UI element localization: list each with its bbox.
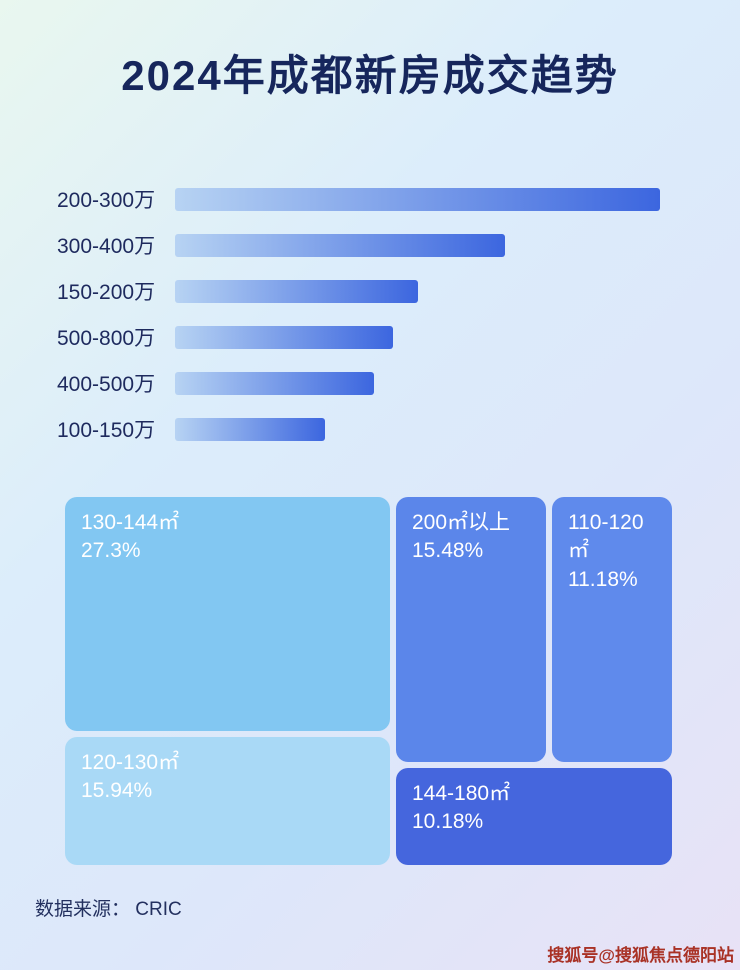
treemap-label: 120-130㎡ (81, 751, 180, 774)
data-source: 数据来源： CRIC (35, 899, 182, 920)
treemap-value: 11.18% (568, 567, 638, 591)
bar (175, 187, 660, 211)
treemap-block-144-180: 144-180㎡ 10.18% (396, 768, 672, 865)
watermark: 搜狐号@搜狐焦点德阳站 (547, 946, 734, 965)
bar (175, 233, 505, 257)
bar-category-label: 500-800万 (57, 327, 156, 350)
area-share-treemap: 130-144㎡ 27.3% 120-130㎡ 15.94% 200㎡以上 15… (65, 497, 672, 865)
bar-category-label: 150-200万 (57, 281, 156, 304)
treemap-label: 200㎡以上 (412, 511, 511, 534)
treemap-value: 15.94% (81, 779, 153, 803)
treemap-block-110-120: 110-120㎡ 11.18% (552, 497, 672, 762)
treemap-value: 27.3% (81, 539, 141, 563)
bar-category-label: 100-150万 (57, 419, 156, 442)
treemap-label: 130-144㎡ (81, 511, 180, 534)
treemap-value: 10.18% (412, 810, 484, 834)
bar (175, 417, 326, 441)
treemap-value: 15.48% (412, 539, 484, 563)
treemap-block-120-130: 120-130㎡ 15.94% (65, 737, 390, 865)
bar (175, 371, 374, 395)
price-range-bar-chart: 200-300万 300-400万 150-200万 500-800万 400-500万… (57, 176, 697, 452)
bar-row: 300-400万 (57, 222, 697, 268)
bar-row: 150-200万 (57, 268, 697, 314)
bar-row: 400-500万 (57, 360, 697, 406)
treemap-block-200-plus: 200㎡以上 15.48% (396, 497, 546, 762)
treemap-block-130-144: 130-144㎡ 27.3% (65, 497, 390, 731)
treemap-label: 110-120㎡ (568, 511, 644, 563)
bar-row: 200-300万 (57, 176, 697, 222)
bar-row: 500-800万 (57, 314, 697, 360)
page-title: 2024年成都新房成交趋势 (121, 52, 619, 99)
bar-category-label: 300-400万 (57, 235, 156, 258)
bar-category-label: 400-500万 (57, 373, 156, 396)
bar (175, 279, 418, 303)
treemap-label: 144-180㎡ (412, 782, 511, 805)
bar-row: 100-150万 (57, 406, 697, 452)
bar (175, 325, 394, 349)
bar-category-label: 200-300万 (57, 189, 156, 212)
